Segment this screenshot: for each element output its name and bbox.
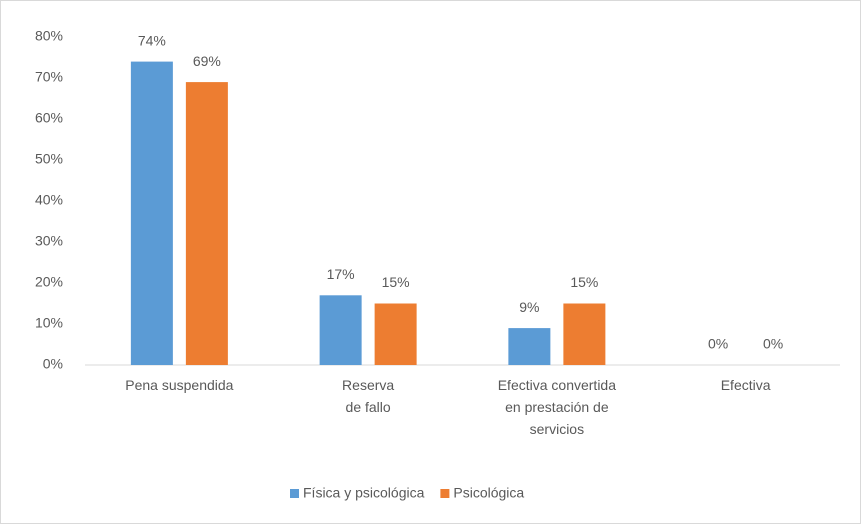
- legend-swatch: [290, 489, 299, 498]
- data-label: 17%: [327, 266, 355, 282]
- data-label: 0%: [708, 336, 728, 352]
- data-label: 9%: [519, 299, 539, 315]
- x-tick-label: Reserva de fallo: [342, 377, 395, 415]
- y-tick-label: 40%: [35, 192, 63, 208]
- x-tick-label: Efectiva convertida en prestación de ser…: [497, 377, 617, 437]
- bar: [319, 295, 362, 365]
- data-label: 15%: [382, 274, 410, 290]
- legend-label: Física y psicológica: [303, 485, 425, 501]
- bar: [508, 328, 551, 365]
- legend-label: Psicológica: [453, 485, 524, 501]
- y-tick-label: 20%: [35, 274, 63, 290]
- y-tick-label: 60%: [35, 110, 63, 126]
- y-tick-label: 10%: [35, 315, 63, 331]
- x-tick-label: Efectiva: [720, 377, 771, 393]
- data-label: 69%: [193, 53, 221, 69]
- legend-swatch: [440, 489, 450, 498]
- y-tick-label: 80%: [35, 28, 63, 44]
- bar: [130, 61, 173, 365]
- y-tick-label: 0%: [43, 356, 63, 372]
- data-label: 0%: [763, 336, 783, 352]
- y-tick-label: 70%: [35, 69, 63, 85]
- y-tick-label: 50%: [35, 151, 63, 167]
- data-label: 15%: [570, 274, 598, 290]
- bar: [185, 82, 228, 365]
- y-tick-label: 30%: [35, 233, 63, 249]
- bar: [374, 303, 417, 365]
- x-tick-label: Pena suspendida: [125, 377, 234, 393]
- data-label: 74%: [138, 32, 166, 48]
- bar: [563, 303, 606, 365]
